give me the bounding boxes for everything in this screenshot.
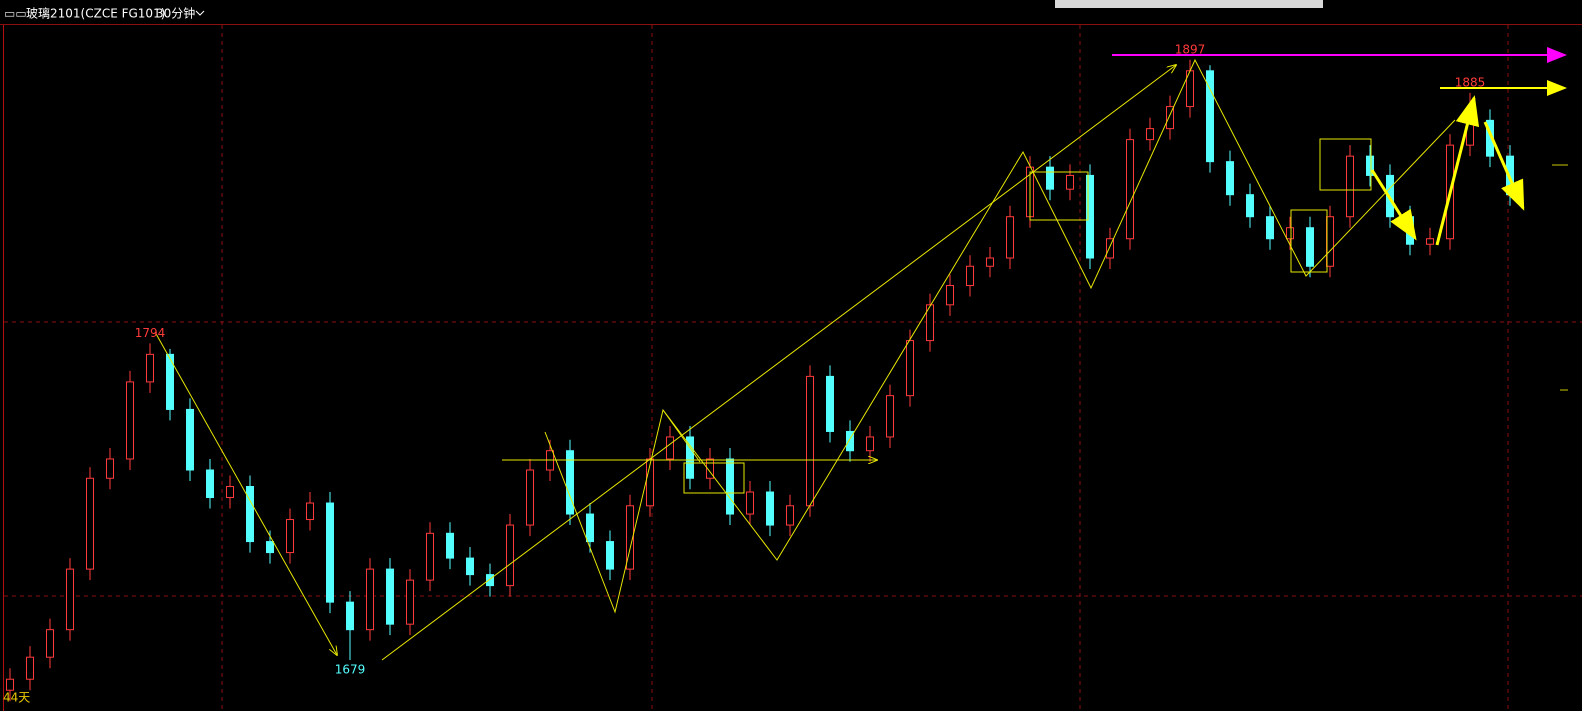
candle-body	[306, 502, 314, 521]
candle-body	[826, 375, 834, 432]
candle-body	[906, 340, 914, 397]
candle-body	[1066, 174, 1074, 190]
candle-body	[886, 395, 894, 438]
header-icon: ▭▭	[4, 7, 27, 21]
candle-body	[246, 486, 254, 543]
candle-body	[466, 557, 474, 576]
candle-body	[526, 469, 534, 526]
candle-body	[206, 469, 214, 499]
candle-body	[1366, 155, 1374, 176]
toolbar	[1055, 0, 1323, 8]
period-dropdown[interactable]	[195, 10, 205, 16]
candle-body	[806, 375, 814, 507]
candle-body	[286, 519, 294, 554]
candle-body	[266, 541, 274, 554]
candle-body	[686, 436, 694, 479]
candle-body	[1246, 194, 1254, 218]
candle-body	[226, 486, 234, 499]
arrow	[1483, 121, 1525, 211]
candle-body	[746, 491, 754, 515]
candle-body	[1226, 161, 1234, 196]
arrow	[1435, 95, 1480, 246]
candle-body	[1426, 238, 1434, 245]
candle-body	[146, 353, 154, 383]
candle-body	[1266, 216, 1274, 240]
candle-body	[966, 265, 974, 287]
box	[1029, 171, 1089, 221]
candle-body	[506, 524, 514, 587]
candle-body	[666, 436, 674, 460]
candle-body	[926, 304, 934, 342]
zigzag	[544, 58, 1456, 614]
candle-body	[126, 381, 134, 460]
candle-body	[426, 532, 434, 581]
candle-body	[566, 450, 574, 515]
price-label: 1885	[1455, 75, 1486, 89]
candle-body	[1326, 216, 1334, 267]
candle-body	[1206, 70, 1214, 163]
header-period[interactable]: 30分钟	[156, 6, 195, 21]
candle-body	[766, 491, 774, 526]
drawings	[154, 47, 1568, 661]
candle-body	[846, 430, 854, 452]
candle-body	[586, 513, 594, 543]
candle-body	[46, 629, 54, 658]
candle-body	[346, 601, 354, 631]
candle-body	[1286, 227, 1294, 240]
candle-body	[486, 574, 494, 587]
candle-body	[786, 505, 794, 526]
candle-body	[866, 436, 874, 452]
footer-label: 44天	[3, 691, 30, 705]
candle-body	[1006, 216, 1014, 259]
candle-body	[606, 541, 614, 570]
price-label: 1679	[335, 662, 366, 676]
candle-body	[1346, 155, 1354, 218]
candle-body	[1146, 128, 1154, 141]
candle-body	[106, 458, 114, 479]
candle-body	[986, 257, 994, 267]
header-bar	[0, 0, 1582, 24]
candle-body	[1126, 139, 1134, 240]
candle-body	[726, 458, 734, 515]
candle-body	[446, 532, 454, 559]
box	[1290, 209, 1328, 273]
candle-body	[186, 408, 194, 471]
header-title: 玻璃2101(CZCE FG101)	[26, 7, 165, 21]
candle-body	[86, 477, 94, 570]
candle-body	[66, 568, 74, 631]
trend-line	[154, 331, 337, 655]
candle-body	[626, 505, 634, 570]
candle-body	[1306, 227, 1314, 267]
candle-body	[706, 458, 714, 479]
candle-body	[6, 678, 14, 691]
candle-body	[946, 285, 954, 306]
candle-body	[166, 353, 174, 410]
trend-line	[381, 65, 1176, 661]
candle-body	[1106, 238, 1114, 259]
trend-line	[662, 409, 701, 463]
candle-body	[366, 568, 374, 631]
candle-body	[326, 502, 334, 603]
grid	[4, 25, 1582, 711]
price-label: 1897	[1175, 42, 1206, 56]
candles	[6, 59, 1514, 702]
box	[1319, 138, 1372, 191]
box	[683, 462, 745, 494]
candle-body	[406, 579, 414, 625]
candle-body	[1166, 106, 1174, 130]
arrow	[1370, 169, 1417, 241]
candle-body	[1086, 174, 1094, 259]
price-label: 1794	[135, 326, 166, 340]
candle-body	[26, 656, 34, 680]
candle-body	[1046, 166, 1054, 190]
candle-body	[386, 568, 394, 625]
